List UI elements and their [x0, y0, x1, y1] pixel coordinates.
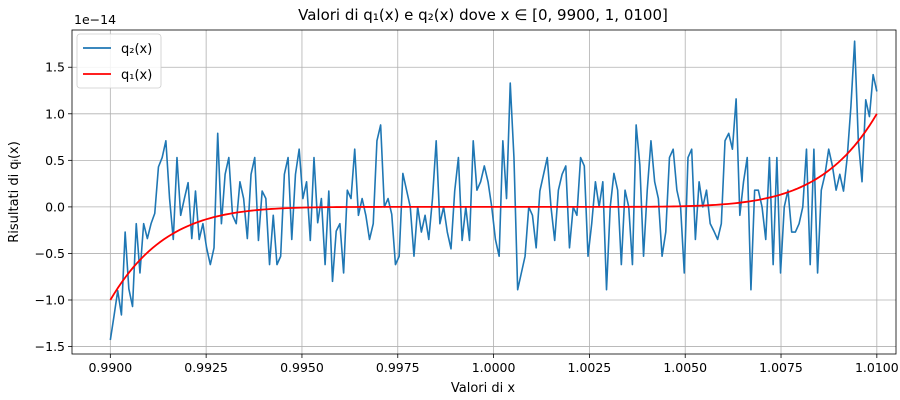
y-tick-label: 0.5 — [45, 153, 65, 168]
y-axis-label: Risultati di qᵢ(x) — [7, 141, 22, 243]
series-line-q1 — [109, 113, 878, 301]
x-axis-label: Valori di x — [451, 381, 516, 396]
chart-title: Valori di q₁(x) e q₂(x) dove x ∈ [0, 990… — [298, 6, 668, 24]
legend-label-q1: q₁(x) — [121, 68, 152, 83]
x-tick-label: 0.9925 — [184, 360, 228, 375]
y-tick-label: −1.0 — [35, 293, 65, 308]
x-tick-label: 1.0050 — [663, 360, 707, 375]
series-line-q2 — [109, 40, 878, 341]
y-tick-label: −0.5 — [35, 246, 65, 261]
y-axis-ticks: −1.5 −1.0 −0.5 0.0 0.5 1.0 1.5 — [35, 60, 72, 354]
x-tick-label: 0.9950 — [280, 360, 324, 375]
series-layer — [109, 40, 878, 341]
x-tick-label: 1.0075 — [759, 360, 803, 375]
x-tick-label: 0.9975 — [376, 360, 420, 375]
y-tick-label: 0.0 — [45, 199, 65, 214]
x-tick-label: 1.0100 — [855, 360, 899, 375]
y-tick-label: −1.5 — [35, 339, 65, 354]
legend-label-q2: q₂(x) — [121, 42, 152, 57]
x-axis-ticks: 0.9900 0.9925 0.9950 0.9975 1.0000 1.0025 1.00… — [88, 354, 899, 375]
grid — [72, 30, 896, 354]
x-tick-label: 1.0025 — [568, 360, 612, 375]
legend: q₂(x) q₁(x) — [76, 33, 162, 89]
y-offset-label: 1e−14 — [74, 12, 116, 27]
y-tick-label: 1.5 — [45, 60, 65, 75]
plot-frame — [71, 29, 897, 355]
x-tick-label: 0.9900 — [88, 360, 132, 375]
y-tick-label: 1.0 — [45, 106, 65, 121]
x-tick-label: 1.0000 — [472, 360, 516, 375]
